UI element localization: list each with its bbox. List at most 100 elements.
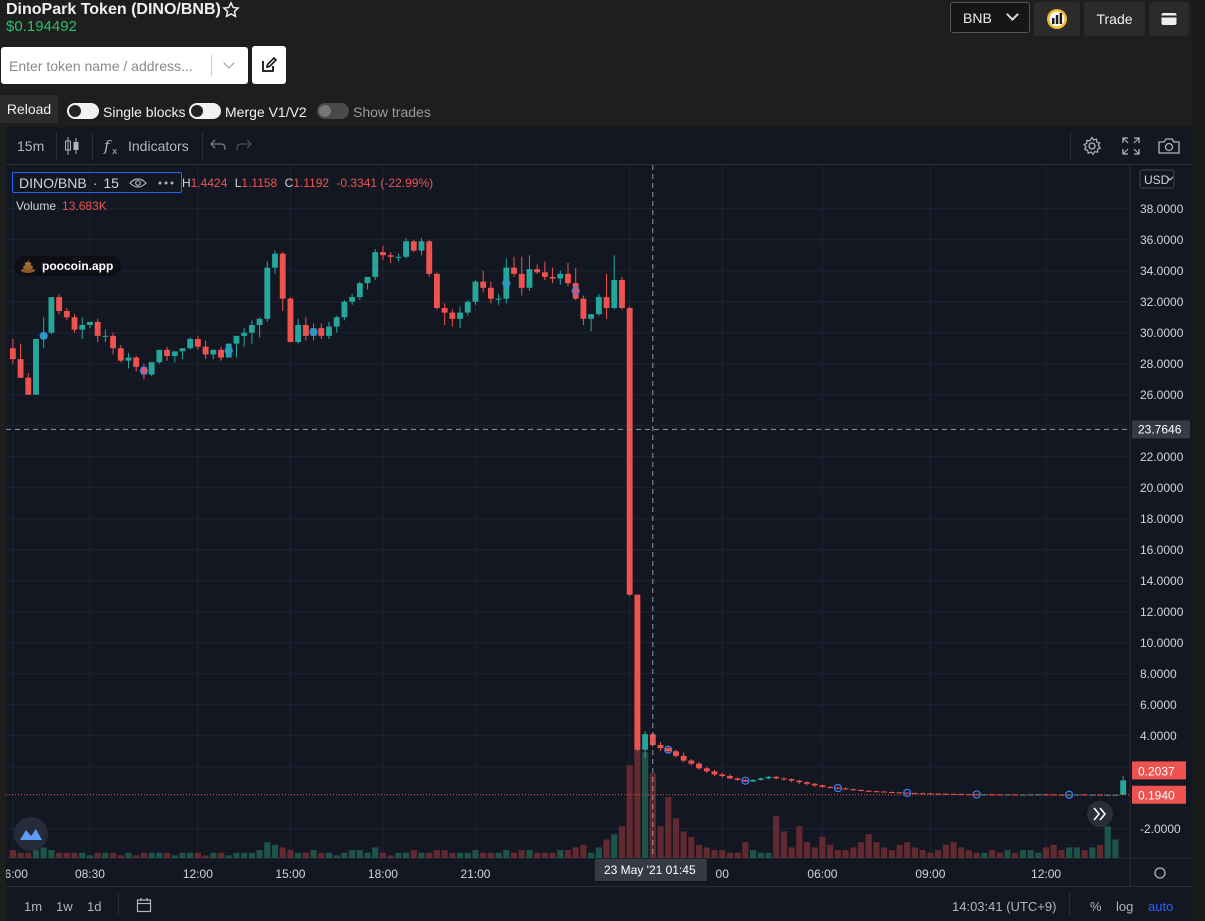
percent-scale-button[interactable]: % bbox=[1090, 899, 1102, 914]
double-chevron-right-icon bbox=[1093, 807, 1107, 821]
chart-mode-button[interactable] bbox=[1034, 2, 1080, 36]
candle-style-icon[interactable] bbox=[64, 136, 80, 156]
candle-body bbox=[1027, 794, 1034, 796]
trade-button[interactable]: Trade bbox=[1084, 2, 1145, 36]
camera-icon[interactable] bbox=[1158, 137, 1180, 155]
redo-icon[interactable] bbox=[236, 138, 252, 152]
merge-v1v2-toggle[interactable] bbox=[189, 103, 221, 119]
show-trades-toggle[interactable] bbox=[317, 103, 349, 119]
volume-bar bbox=[588, 852, 595, 858]
volume-bar bbox=[726, 852, 734, 858]
volume-bar bbox=[526, 850, 533, 858]
chevron-down-icon[interactable] bbox=[223, 57, 235, 69]
time-tick-label: 12:00 bbox=[1031, 867, 1061, 881]
date-range-icon[interactable] bbox=[136, 897, 152, 913]
more-dots-icon[interactable] bbox=[157, 180, 175, 186]
candle-body bbox=[164, 349, 170, 356]
volume-bar bbox=[888, 850, 895, 858]
network-select-value: BNB bbox=[963, 9, 992, 26]
volume-bar bbox=[896, 844, 903, 858]
candle-body bbox=[387, 255, 394, 257]
price-chart[interactable]: 38.0000 36.0000 34.0000 32.0000 30.0000 28.00… bbox=[6, 165, 1192, 886]
tradingview-logo-icon bbox=[20, 829, 42, 840]
range-1w-button[interactable]: 1w bbox=[56, 899, 73, 914]
eye-icon[interactable] bbox=[129, 177, 147, 189]
volume-bar bbox=[325, 852, 333, 858]
svg-text:x: x bbox=[112, 147, 118, 155]
price-tick-label: 34.0000 bbox=[1140, 264, 1184, 278]
volume-bar bbox=[811, 847, 818, 858]
svg-text:f: f bbox=[103, 137, 112, 155]
candle-body bbox=[1043, 794, 1049, 796]
candle-body bbox=[518, 273, 525, 288]
volume-bar bbox=[341, 852, 348, 858]
crosshair-time-label: 23 May '21 01:45 bbox=[604, 863, 696, 877]
volume-bar bbox=[695, 844, 703, 858]
candle-body bbox=[935, 793, 942, 795]
price-tick-label: 10.0000 bbox=[1140, 636, 1184, 650]
price-tick-label: 22.0000 bbox=[1140, 450, 1184, 464]
candle-body bbox=[56, 297, 63, 312]
reload-button[interactable]: Reload bbox=[0, 95, 58, 123]
candle-body bbox=[256, 318, 263, 325]
candle-body bbox=[264, 267, 271, 319]
candle-body bbox=[834, 787, 841, 789]
fullscreen-icon[interactable] bbox=[1122, 137, 1140, 155]
price-tick-label: 6.0000 bbox=[1140, 698, 1177, 712]
candle-body bbox=[141, 366, 147, 375]
candle-body bbox=[279, 253, 286, 299]
volume-bar bbox=[780, 831, 787, 858]
candle-body bbox=[534, 269, 541, 273]
volume-bar bbox=[402, 852, 410, 858]
network-select[interactable]: BNB bbox=[950, 2, 1030, 33]
volume-bar bbox=[472, 850, 479, 858]
candle-body bbox=[364, 276, 371, 284]
candle-body bbox=[480, 281, 487, 288]
indicators-button[interactable]: Indicators bbox=[128, 138, 189, 154]
volume-bar bbox=[757, 852, 764, 858]
volume-bar bbox=[557, 850, 564, 858]
volume-bar bbox=[958, 847, 965, 858]
trade-marker bbox=[139, 366, 149, 375]
axis-settings-icon bbox=[1154, 867, 1166, 879]
undo-icon[interactable] bbox=[210, 138, 226, 152]
search-input[interactable] bbox=[1, 47, 211, 84]
edit-button[interactable] bbox=[252, 46, 286, 84]
interval-button[interactable]: 15m bbox=[17, 138, 45, 154]
volume-bar bbox=[549, 852, 556, 858]
candle-body bbox=[233, 335, 240, 344]
volume-bar bbox=[518, 850, 525, 858]
volume-bar bbox=[302, 852, 309, 858]
star-icon[interactable] bbox=[222, 1, 240, 19]
volume-bar bbox=[572, 847, 579, 858]
volume-bar bbox=[1104, 826, 1111, 858]
volume-bar bbox=[827, 844, 834, 858]
candle-body bbox=[48, 297, 55, 333]
candle-body bbox=[117, 348, 124, 361]
single-blocks-toggle[interactable] bbox=[67, 103, 99, 119]
candle-body bbox=[1066, 794, 1073, 796]
candle-body bbox=[40, 332, 47, 339]
auto-scale-button[interactable]: auto bbox=[1148, 899, 1174, 914]
clock-timezone[interactable]: 14:03:41 (UTC+9) bbox=[952, 899, 1057, 914]
price-tick-label: 20.0000 bbox=[1140, 481, 1184, 495]
fx-indicators-icon[interactable]: f x bbox=[103, 137, 123, 155]
volume-bar bbox=[950, 842, 957, 858]
currency-select-value: USD bbox=[1144, 173, 1170, 187]
wallet-button[interactable] bbox=[1149, 2, 1189, 36]
candle-body bbox=[210, 349, 217, 355]
range-1d-button[interactable]: 1d bbox=[87, 899, 102, 914]
legend-symbol[interactable]: DINO/BNB · 15 bbox=[12, 172, 182, 193]
candle-body bbox=[819, 785, 826, 787]
volume-bar bbox=[372, 847, 379, 858]
volume-bar bbox=[719, 850, 726, 858]
settings-gear-icon[interactable] bbox=[1082, 136, 1102, 156]
log-scale-button[interactable]: log bbox=[1116, 899, 1134, 914]
range-1m-button[interactable]: 1m bbox=[24, 899, 43, 914]
price-tick-label: -2.0000 bbox=[1140, 822, 1181, 836]
volume-bar bbox=[295, 852, 302, 858]
volume-bar bbox=[32, 850, 40, 858]
candle-body bbox=[433, 273, 440, 308]
candle-body bbox=[611, 280, 618, 308]
tradingview-logo bbox=[14, 817, 48, 851]
